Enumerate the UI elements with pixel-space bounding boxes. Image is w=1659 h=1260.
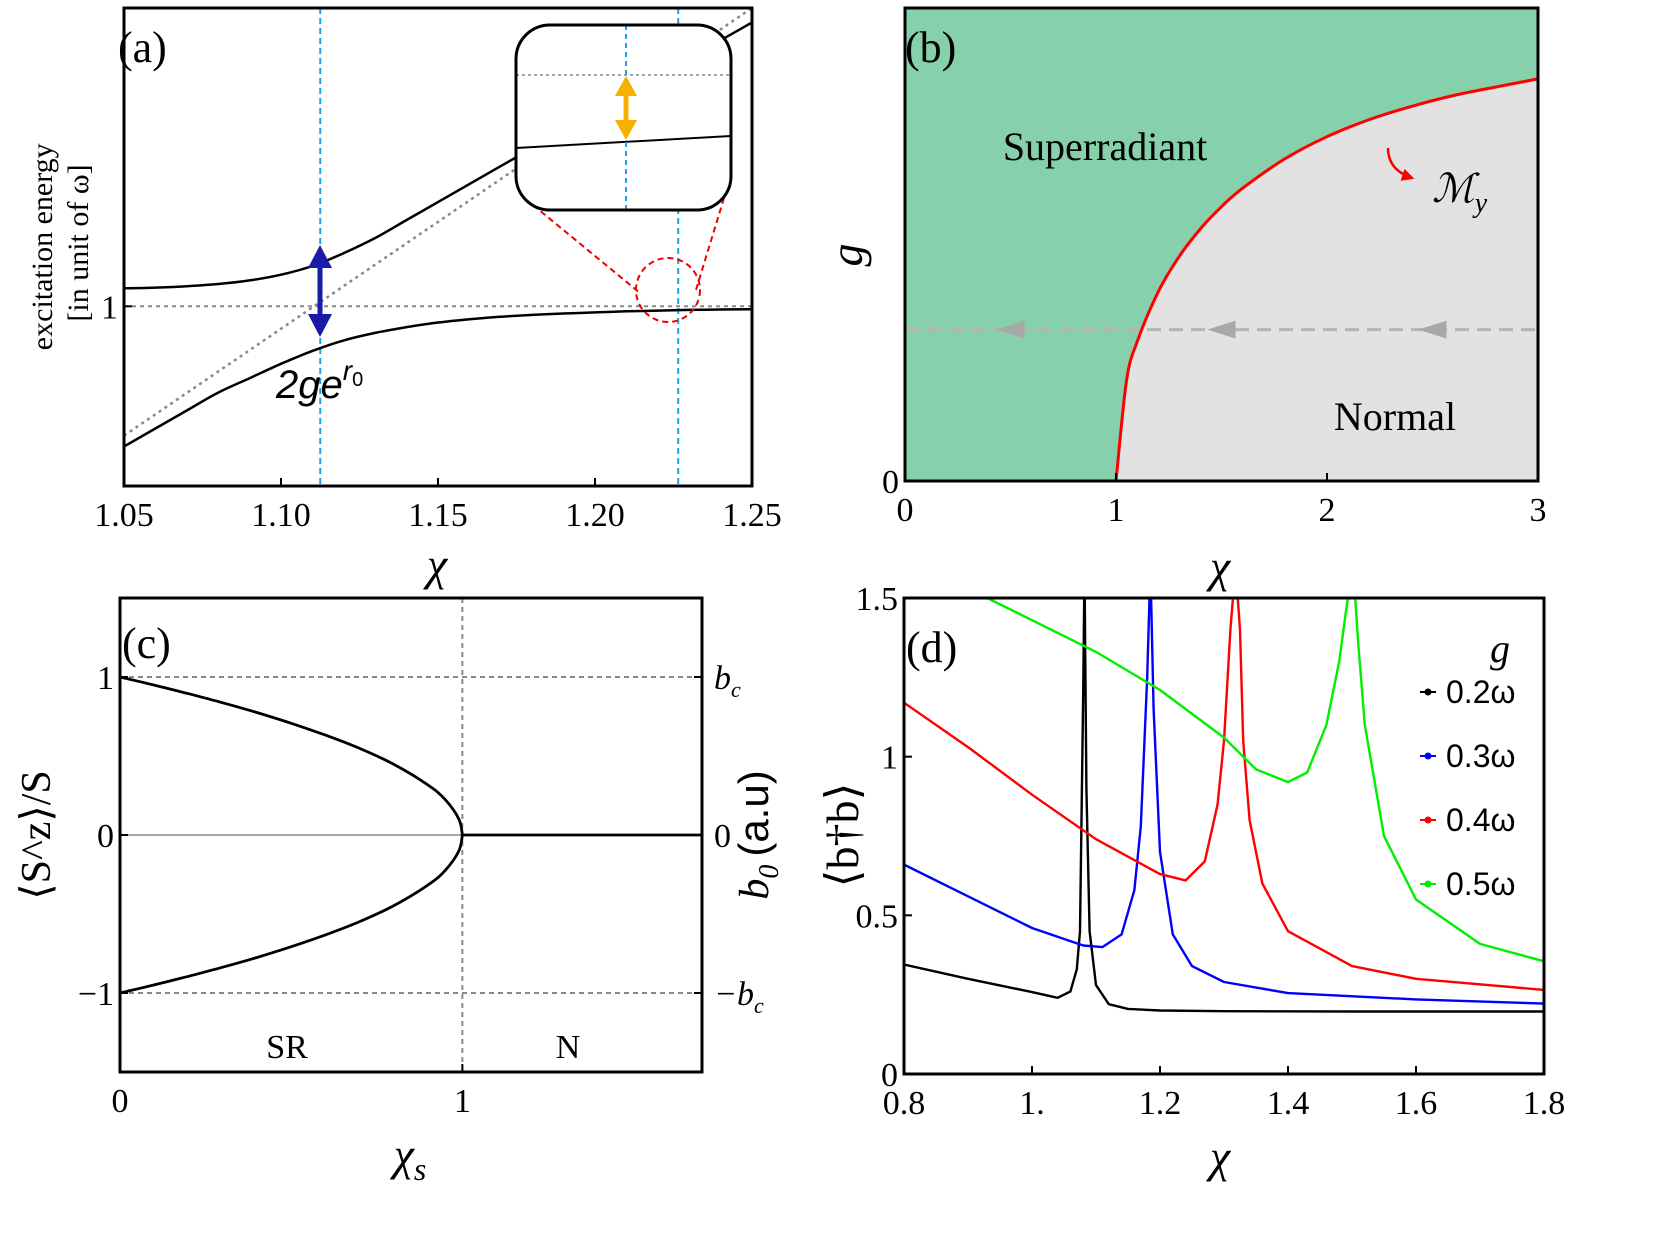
- panel-b-path-arrow: [1207, 320, 1236, 339]
- panel-d-xtick-label: 1.8: [1523, 1085, 1566, 1122]
- panel-d-legend-entry: 0.5ω: [1446, 866, 1515, 902]
- panel-d-xtick-label: 1.2: [1139, 1085, 1182, 1122]
- panel-a-ylabel: excitation energy [in unit of ω]: [26, 136, 95, 350]
- panel-c-label: (c): [122, 619, 171, 668]
- panel-b-path-arrows: [996, 320, 1447, 339]
- panel-d-series-line: [904, 598, 1544, 1005]
- panel-a: 1.05 1.10 1.15 1.20 1.25 1 (a) 2ger0 excitati…: [26, 6, 782, 590]
- panel-d-legend-entry: 0.3ω: [1446, 738, 1515, 774]
- panel-d-legend-entry: 0.2ω: [1446, 674, 1515, 710]
- panel-d-series-line: [904, 598, 1544, 992]
- panel-c-ylabel-left: ⟨S^z⟩/S: [14, 770, 60, 900]
- panel-c-ylabel-right: b0(a.u): [730, 770, 785, 899]
- panel-c-ytick-label: 1: [97, 660, 114, 697]
- panel-c-right-tick-sub: c: [731, 677, 741, 702]
- panel-a-xtick-label: 1.15: [408, 497, 468, 534]
- panel-a-ticks: 1.05 1.10 1.15 1.20 1.25 1: [94, 289, 782, 534]
- panel-c-region-sr: SR: [266, 1029, 308, 1066]
- panel-b-path-arrow: [996, 320, 1025, 339]
- panel-d-legend: g 0.2ω 0.3ω 0.4ω 0.5ω: [1420, 626, 1515, 902]
- panel-a-xtick-label: 1.20: [565, 497, 625, 534]
- panel-a-zoom-connector-left: [532, 204, 641, 294]
- panel-d-series-line: [986, 598, 1544, 963]
- panel-a-zoom-connector-right: [695, 197, 725, 291]
- panel-b-region-superradiant: Superradiant: [1003, 124, 1207, 169]
- panel-d-xtick-label: 1.4: [1267, 1085, 1310, 1122]
- panel-b-boundary-label: ℳy: [1432, 166, 1488, 219]
- panel-d-frame: [902, 596, 1546, 1076]
- panel-d-xtick-label: 1.: [1019, 1085, 1045, 1122]
- panel-d-ytick-label: 0: [881, 1057, 898, 1094]
- panel-d-legend-title: g: [1490, 626, 1510, 671]
- panel-b-phase-boundary: [1114, 77, 1538, 481]
- panel-d-xtick-label: 0.8: [883, 1085, 926, 1122]
- panel-b-region-normal: Normal: [1334, 394, 1456, 439]
- panel-d-series-line: [904, 598, 1544, 1013]
- panel-a-gap-arrow-head-top: [308, 245, 332, 268]
- panel-d-ytick-label: 0.5: [856, 898, 899, 935]
- panel-d-legend-marker: [1424, 752, 1432, 760]
- panel-a-xlabel: χ: [423, 539, 449, 590]
- panel-d-xtick-label: 1.6: [1395, 1085, 1438, 1122]
- panel-c-xlabel: χs: [390, 1129, 427, 1187]
- panel-a-zoom-circle: [635, 257, 701, 323]
- panel-c: 0 1 1 0 −1 bc 0 −bc (c) SR N ⟨S^z⟩/S b0(a.u) χs: [14, 596, 785, 1187]
- panel-d-legend-marker: [1424, 880, 1432, 888]
- panel-d-legend-entry: 0.4ω: [1446, 802, 1515, 838]
- panel-c-ytick-label: 0: [97, 818, 114, 855]
- panel-a-inset: [514, 23, 733, 212]
- panel-c-right-tick-label: −bc: [714, 976, 764, 1018]
- panel-b-ticks: 0 1 2 3 0: [882, 464, 1547, 529]
- panel-a-xtick-label: 1.25: [722, 497, 782, 534]
- panel-a-xtick-label: 1.05: [94, 497, 154, 534]
- panel-c-region-n: N: [556, 1029, 581, 1066]
- panel-b-xtick-label: 1: [1108, 492, 1125, 529]
- panel-b: 0 1 2 3 0 (b) Superradiant Normal ℳy g χ: [821, 6, 1547, 592]
- panel-b-xtick-label: 3: [1530, 492, 1547, 529]
- panel-d-xlabel: χ: [1206, 1131, 1232, 1182]
- panel-b-xlabel: χ: [1206, 541, 1232, 592]
- panel-b-ytick-label: 0: [882, 464, 899, 501]
- panel-d-series: [904, 598, 1544, 1013]
- panel-b-normal-region: [1116, 78, 1538, 481]
- panel-a-ytick-label: 1: [101, 289, 118, 326]
- panel-a-xtick-label: 1.10: [251, 497, 311, 534]
- panel-b-boundary-pointer: [1386, 147, 1415, 181]
- panel-d-ytick-label: 1: [881, 740, 898, 777]
- panel-c-ytick-label: −1: [78, 976, 114, 1013]
- panel-d-legend-marker: [1424, 688, 1432, 696]
- panel-d-ticks: 0.8 1. 1.2 1.4 1.6 1.8 0 0.5 1 1.5: [856, 581, 1566, 1122]
- panel-c-series: [120, 675, 702, 995]
- panel-a-gap-label: 2ger0: [275, 355, 363, 407]
- panel-a-lower-branch-line: [124, 307, 752, 448]
- panel-b-xtick-label: 2: [1319, 492, 1336, 529]
- panel-c-upper-line: [120, 675, 464, 836]
- panel-d-ylabel: ⟨b†b⟩: [817, 783, 868, 888]
- panel-b-path-arrow: [1418, 320, 1447, 339]
- panel-b-frame: [903, 6, 1540, 483]
- panel-a-label: (a): [118, 23, 167, 72]
- panel-c-lower-line: [120, 834, 464, 995]
- panel-a-gap-arrow-head-bottom: [308, 314, 332, 337]
- panel-b-ylabel: g: [821, 244, 872, 267]
- panel-c-xtick-label: 0: [112, 1083, 129, 1120]
- panel-d: 0.8 1. 1.2 1.4 1.6 1.8 0 0.5 1 1.5 g 0.2ω 0.3ω 0.4ω…: [817, 581, 1566, 1182]
- panel-d-legend-marker: [1424, 816, 1432, 824]
- panel-c-right-tick-label: bc: [714, 660, 741, 702]
- panel-a-bare-dotted-line: [124, 8, 752, 437]
- panel-c-right-tick-label: 0: [714, 818, 731, 855]
- panel-d-label: (d): [906, 623, 957, 672]
- panel-c-xtick-label: 1: [454, 1083, 471, 1120]
- panel-d-ytick-label: 1.5: [856, 581, 899, 618]
- panel-c-right-tick-sub: c: [754, 993, 764, 1018]
- panel-b-label: (b): [905, 23, 956, 72]
- panel-b-xtick-label: 0: [897, 492, 914, 529]
